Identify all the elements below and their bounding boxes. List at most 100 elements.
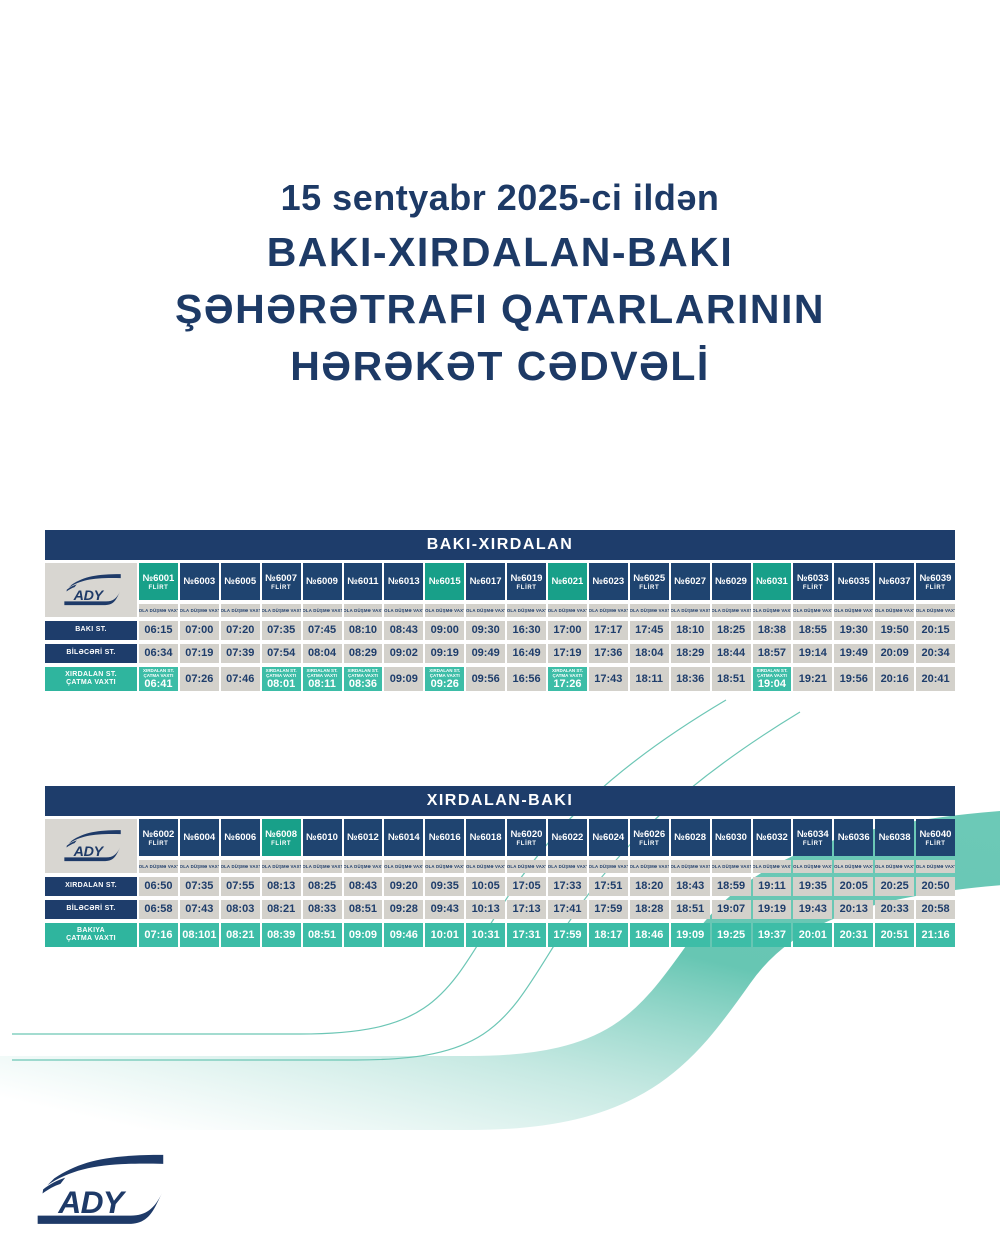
time-value: 07:16 xyxy=(144,928,173,941)
time-value: 07:00 xyxy=(185,624,214,636)
time-value: 19:50 xyxy=(880,624,909,636)
time-value: 08:51 xyxy=(348,903,378,915)
time-value: 07:54 xyxy=(267,647,296,659)
train-header: №6034 FLİRT xyxy=(793,819,833,856)
time-cell: 09:35 xyxy=(425,877,465,896)
time-value: 18:55 xyxy=(798,624,827,636)
time-cell: 18:10 xyxy=(670,621,710,640)
train-header: №6015 xyxy=(425,563,465,600)
time-cell: 08:10 xyxy=(343,621,383,640)
time-value: 08:43 xyxy=(389,624,418,636)
train-header: №6013 xyxy=(384,563,424,600)
time-cell: 10:13 xyxy=(466,900,506,919)
time-cell: 17:41 xyxy=(548,900,587,919)
time-cell: 07:35 xyxy=(179,877,219,896)
train-number: №6024 xyxy=(592,832,625,843)
arrival-time-cell: 18:46 xyxy=(629,923,669,947)
train-header: №6017 xyxy=(466,563,506,600)
time-cell: 08:04 xyxy=(302,644,342,663)
time-value: 07:35 xyxy=(267,624,296,636)
time-value: 10:31 xyxy=(471,928,500,941)
time-value: 18:04 xyxy=(635,647,664,659)
train-header: №6018 xyxy=(466,819,506,856)
time-cell: 17:59 xyxy=(588,900,628,919)
time-value: 09:26 xyxy=(430,678,459,690)
ady-logo-icon: ADY xyxy=(37,1154,164,1224)
time-value: 18:10 xyxy=(676,624,705,636)
time-value: 18:46 xyxy=(635,928,664,941)
time-value: 09:00 xyxy=(430,624,459,636)
arrival-time-cell: 20:41 xyxy=(916,667,955,691)
time-cell: 06:15 xyxy=(139,621,178,640)
train-header: №6038 xyxy=(875,819,915,856)
time-value: 08:03 xyxy=(226,903,255,915)
train-number: №6006 xyxy=(224,832,257,843)
train-number: №6031 xyxy=(756,576,788,587)
time-cell: 18:20 xyxy=(629,877,669,896)
time-value: 19:14 xyxy=(798,647,827,659)
time-cell: 20:50 xyxy=(916,877,955,896)
time-cell: 09:28 xyxy=(384,900,424,919)
arrival-time-cell: 10:01 xyxy=(425,923,465,947)
time-value: 09:02 xyxy=(389,647,418,659)
time-value: 20:01 xyxy=(798,928,827,941)
time-value: 09:20 xyxy=(389,880,418,892)
time-cell: 07:55 xyxy=(220,877,260,896)
arrival-caption: XIRDALAN ST. ÇATMA VAXTI xyxy=(347,668,379,678)
arrival-time-cell: 08:21 xyxy=(220,923,260,947)
train-number: №6027 xyxy=(674,576,706,587)
arrival-time-cell: 16:56 xyxy=(507,667,546,691)
time-value: 08:33 xyxy=(307,903,337,915)
train-number: №6009 xyxy=(306,576,338,587)
ady-logo-cell: ADY xyxy=(45,563,137,617)
time-value: 18:36 xyxy=(676,672,705,685)
arrival-time-cell: 20:51 xyxy=(875,923,915,947)
time-value: 20:31 xyxy=(839,928,868,941)
arrival-time-cell: 18:51 xyxy=(711,667,751,691)
departure-caption: YOLA DÜŞMƏ VAXTI xyxy=(834,860,874,873)
train-header: №6035 xyxy=(834,563,874,600)
departure-caption: YOLA DÜŞMƏ VAXTI xyxy=(466,860,506,873)
ady-logo-icon: ADY xyxy=(64,574,121,606)
time-cell: 08:51 xyxy=(343,900,383,919)
time-cell: 07:39 xyxy=(220,644,260,663)
time-cell: 18:43 xyxy=(670,877,710,896)
train-header: №6040 FLİRT xyxy=(916,819,955,856)
arrival-time-cell: 20:31 xyxy=(834,923,874,947)
time-value: 09:49 xyxy=(471,647,500,659)
train-number: №6018 xyxy=(469,832,502,843)
time-value: 20:34 xyxy=(921,647,950,659)
train-header: №6001 FLİRT xyxy=(139,563,178,600)
time-value: 18:59 xyxy=(716,880,746,892)
time-cell: 18:51 xyxy=(670,900,710,919)
arrival-time-cell: 07:16 xyxy=(139,923,178,947)
time-cell: 19:49 xyxy=(834,644,874,663)
arrival-time-cell: 09:09 xyxy=(384,667,424,691)
departure-caption: YOLA DÜŞMƏ VAXTI xyxy=(179,860,219,873)
time-value: 17:41 xyxy=(553,903,582,915)
arrival-time-cell: 08:101 xyxy=(179,923,219,947)
arrival-caption: XIRDALAN ST. ÇATMA VAXTI xyxy=(306,668,338,678)
time-value: 07:43 xyxy=(185,903,214,915)
flirt-label: FLİRT xyxy=(516,584,537,591)
time-value: 09:28 xyxy=(389,903,418,915)
train-header: №6020 FLİRT xyxy=(507,819,546,856)
time-value: 17:43 xyxy=(594,672,623,685)
departure-caption: YOLA DÜŞMƏ VAXTI xyxy=(261,860,301,873)
time-cell: 18:25 xyxy=(711,621,751,640)
arrival-time-cell: 17:31 xyxy=(507,923,546,947)
time-cell: 06:34 xyxy=(139,644,178,663)
time-cell: 10:05 xyxy=(466,877,506,896)
train-number: №6040 xyxy=(919,828,952,840)
train-number: №6003 xyxy=(183,576,216,587)
time-cell: 16:49 xyxy=(507,644,546,663)
train-number: №6036 xyxy=(837,832,870,843)
row-label: BİLƏCƏRİ ST. xyxy=(45,900,137,919)
time-cell: 18:59 xyxy=(711,877,751,896)
departure-caption: YOLA DÜŞMƏ VAXTI xyxy=(752,604,792,617)
train-header: №6027 xyxy=(670,563,710,600)
train-number: №6032 xyxy=(756,832,788,843)
time-value: 09:46 xyxy=(389,928,418,941)
time-value: 18:38 xyxy=(757,624,787,636)
time-value: 18:28 xyxy=(635,903,664,915)
